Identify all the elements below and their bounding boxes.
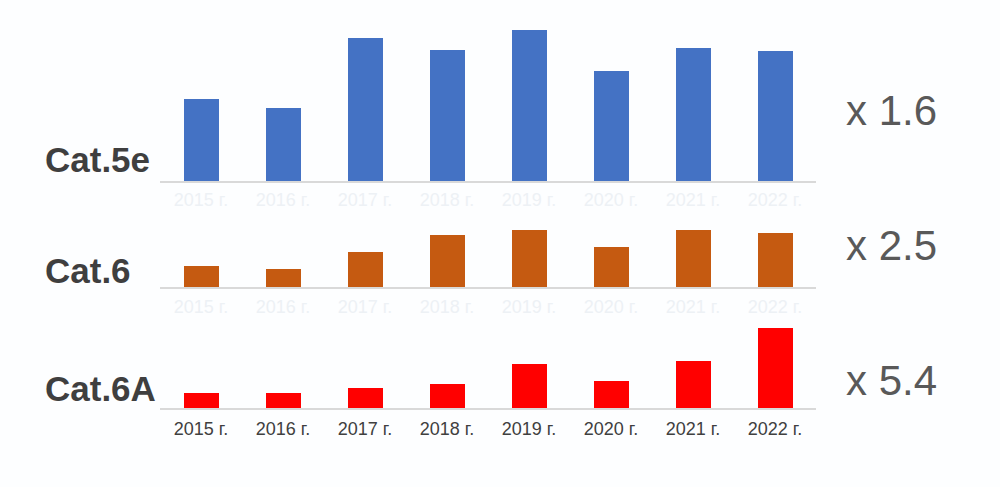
x-tick-ghost-label: 2015 г. <box>160 190 242 210</box>
x-tick-ghost-label: 2016 г. <box>242 297 324 317</box>
bar-cat5e-2022 <box>758 51 793 181</box>
bar-cat6-2018 <box>430 235 465 287</box>
x-tick-ghost-label: 2018 г. <box>406 190 488 210</box>
small-multiples-bar-chart: Cat.5e Cat.6 Cat.6A 2015 г.2016 г.2017 г… <box>0 0 1000 487</box>
bar-cat6-2019 <box>512 230 547 287</box>
x-axis-labels: 2015 г.2016 г.2017 г.2018 г.2019 г.2020 … <box>160 419 816 441</box>
x-tick-ghost-label: 2017 г. <box>324 190 406 210</box>
bar-cat5e-2017 <box>348 38 383 181</box>
x-tick-ghost-label: 2017 г. <box>324 297 406 317</box>
growth-multiplier-cat6a: x 5.4 <box>846 360 937 402</box>
x-axis-ghost-labels-cat5e: 2015 г.2016 г.2017 г.2018 г.2019 г.2020 … <box>160 190 816 212</box>
x-tick-ghost-label: 2021 г. <box>652 297 734 317</box>
bar-cat5e-2015 <box>184 99 219 181</box>
x-tick-label: 2022 г. <box>734 419 816 439</box>
x-tick-ghost-label: 2021 г. <box>652 190 734 210</box>
bar-cat6-2022 <box>758 233 793 287</box>
series-label-cat6: Cat.6 <box>45 253 131 288</box>
x-tick-label: 2015 г. <box>160 419 242 439</box>
series-label-cat5e: Cat.5e <box>45 142 150 177</box>
x-tick-ghost-label: 2022 г. <box>734 297 816 317</box>
x-tick-ghost-label: 2015 г. <box>160 297 242 317</box>
bar-cat5e-2018 <box>430 50 465 181</box>
x-axis-ghost-labels-cat6: 2015 г.2016 г.2017 г.2018 г.2019 г.2020 … <box>160 297 816 319</box>
bar-cat5e-2019 <box>512 30 547 181</box>
plot-area-cat6a <box>160 323 816 410</box>
plot-area-cat5e <box>160 21 816 183</box>
x-tick-ghost-label: 2019 г. <box>488 297 570 317</box>
bar-cat6a-2018 <box>430 384 465 408</box>
bar-cat6a-2022 <box>758 328 793 408</box>
bar-cat6-2016 <box>266 269 301 287</box>
bar-cat6a-2017 <box>348 388 383 408</box>
x-tick-label: 2018 г. <box>406 419 488 439</box>
bar-cat6-2020 <box>594 247 629 287</box>
x-tick-label: 2019 г. <box>488 419 570 439</box>
x-tick-ghost-label: 2018 г. <box>406 297 488 317</box>
x-tick-label: 2016 г. <box>242 419 324 439</box>
bar-cat6a-2015 <box>184 393 219 408</box>
x-tick-label: 2020 г. <box>570 419 652 439</box>
bar-cat6-2017 <box>348 252 383 287</box>
bar-cat5e-2016 <box>266 108 301 181</box>
x-tick-ghost-label: 2022 г. <box>734 190 816 210</box>
bar-cat5e-2020 <box>594 71 629 181</box>
bar-cat6-2015 <box>184 266 219 287</box>
x-tick-label: 2017 г. <box>324 419 406 439</box>
series-label-cat6a: Cat.6A <box>45 371 156 406</box>
bar-cat6-2021 <box>676 230 711 287</box>
growth-multiplier-cat6: x 2.5 <box>846 225 937 267</box>
bar-cat5e-2021 <box>676 48 711 181</box>
x-tick-ghost-label: 2016 г. <box>242 190 324 210</box>
bar-cat6a-2019 <box>512 364 547 408</box>
plot-area-cat6 <box>160 217 816 289</box>
x-tick-ghost-label: 2019 г. <box>488 190 570 210</box>
x-tick-label: 2021 г. <box>652 419 734 439</box>
bar-cat6a-2021 <box>676 361 711 408</box>
bar-cat6a-2020 <box>594 381 629 408</box>
x-tick-ghost-label: 2020 г. <box>570 297 652 317</box>
x-tick-ghost-label: 2020 г. <box>570 190 652 210</box>
growth-multiplier-cat5e: x 1.6 <box>846 90 937 132</box>
bar-cat6a-2016 <box>266 393 301 408</box>
